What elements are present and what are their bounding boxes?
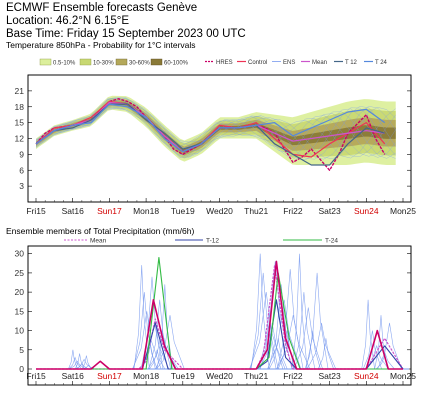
precip-ytick-label: 30	[15, 249, 25, 259]
legend-swatch-60-100	[150, 58, 163, 66]
precip-ens-member-line	[68, 349, 78, 370]
precip-ens-member-line	[293, 307, 323, 370]
precip-series-t-24	[36, 256, 403, 370]
precip-ytick-label: 10	[15, 326, 25, 336]
legend-swatch-30-60	[115, 58, 128, 66]
precip-ens-member-line	[317, 338, 334, 370]
precip-ens-member-line	[155, 315, 185, 370]
precip-ens-member-line	[267, 299, 302, 370]
temp-ytick-label: 12	[15, 134, 25, 144]
legend-label-10-30: 10-30%	[93, 61, 114, 67]
precip-ytick-label: 0	[19, 364, 24, 374]
legend-label-t12: T 12	[345, 60, 358, 66]
precip-ens-member-line	[259, 322, 286, 370]
precip-ytick-label: 25	[15, 268, 25, 278]
legend-label-t24: T 24	[375, 60, 388, 66]
precip-ens-member-line	[68, 360, 86, 370]
precip-day-label: Tue19	[171, 371, 195, 381]
precip-day-label: Mon25	[390, 371, 416, 381]
temp-day-label: Mon18	[133, 206, 159, 216]
precip-ens-member-line	[156, 344, 179, 370]
precip-ens-member-line	[291, 253, 308, 370]
legend-label-pmean: Mean	[90, 238, 107, 245]
precip-ens-member-line	[149, 349, 166, 370]
precip-legend: Mean T-12 T-24	[64, 238, 338, 245]
temp-day-label: Sun24	[354, 206, 379, 216]
temperature-chart-title: Temperature 850hPa - Probability for 1°C…	[6, 40, 196, 50]
precip-day-label: Fri15	[26, 371, 46, 381]
precip-ytick-label: 5	[19, 345, 24, 355]
precip-ens-member-line	[361, 299, 375, 370]
precip-ens-member-line	[250, 253, 270, 370]
temp-ytick-label: 6	[19, 165, 24, 175]
legend-label-60-100: 60-100%	[164, 61, 189, 67]
temp-day-label: Thu21	[244, 206, 268, 216]
chart-header: ECMWF Ensemble forecasts Genève Location…	[6, 2, 246, 41]
header-location: Location: 46.2°N 6.15°E	[6, 15, 130, 27]
temp-ytick-label: 21	[15, 86, 25, 96]
legend-label-hres: HRES	[216, 60, 233, 66]
temp-day-label: Tue19	[171, 206, 195, 216]
temp-series-t-24	[35, 103, 386, 153]
temp-ytick-label: 18	[15, 102, 25, 112]
precip-ens-member-line	[306, 322, 337, 370]
precip-ens-member-line	[374, 315, 388, 370]
legend-swatch-5-10	[39, 58, 52, 66]
precip-day-label: Thu21	[244, 371, 268, 381]
precip-ens-member-line	[276, 315, 311, 370]
precip-ens-member-line	[75, 358, 93, 370]
precip-ens-member-line	[81, 355, 92, 370]
precip-ens-member-line	[133, 265, 150, 370]
temp-ens-member-line	[35, 98, 396, 159]
temperature-legend: 0.5-10% 10-30% 30-60% 60-100% HRES Contr…	[39, 58, 388, 67]
legend-label-ens: ENS	[283, 60, 295, 66]
legend-label-5-10: 0.5-10%	[53, 61, 76, 67]
temp-day-label: Fri15	[26, 206, 46, 216]
temp-day-label: Fri22	[283, 206, 303, 216]
legend-label-mean: Mean	[312, 60, 327, 66]
legend-swatch-10-30	[79, 58, 92, 66]
legend-label-30-60: 30-60%	[129, 61, 150, 67]
precip-plot: 0 5 10 15 20 25 30 Fri15 Sat16 Sun17 Mon18 Tue19 Wed…	[15, 249, 416, 385]
precip-ens-member-line	[377, 322, 402, 370]
precip-day-label: Sun24	[354, 371, 379, 381]
legend-label-pt24: T-24	[325, 238, 338, 245]
precip-chart-title: Ensemble members of Total Precipitation …	[6, 226, 195, 236]
temp-ytick-label: 15	[15, 118, 25, 128]
precip-ens-member-line	[292, 292, 316, 370]
precip-series-hres	[36, 260, 403, 370]
legend-label-control: Control	[248, 60, 267, 66]
precip-ens-member-line	[364, 344, 389, 370]
precip-day-label: Sat16	[62, 371, 84, 381]
precip-day-label: Wed20	[206, 371, 233, 381]
temp-ytick-label: 3	[19, 181, 24, 191]
temp-day-label: Sat23	[318, 206, 340, 216]
header-basetime: Base Time: Friday 15 September 2023 00 U…	[6, 28, 246, 40]
temp-ytick-label: 9	[19, 149, 24, 159]
temp-day-label: Mon25	[390, 206, 416, 216]
temp-ens-member-line	[35, 101, 396, 161]
temp-series-control	[35, 100, 386, 158]
temperature-plot: 3 6 9 12 15 18 21 Fri15 Sat16 Sun17 Mon18 Tue19 Wed2…	[15, 86, 417, 216]
legend-label-pt12: T-12	[206, 238, 219, 245]
temp-day-label: Sun17	[97, 206, 122, 216]
temp-day-label: Sat16	[62, 206, 84, 216]
precip-ytick-label: 20	[15, 287, 25, 297]
precip-ytick-label: 15	[15, 306, 25, 316]
precip-day-label: Mon18	[133, 371, 159, 381]
precip-day-label: Sat23	[318, 371, 340, 381]
precip-plot-area	[27, 245, 412, 386]
temp-ens-member-line	[35, 98, 396, 157]
precip-day-label: Sun17	[97, 371, 122, 381]
temp-ens-member-line	[35, 97, 396, 157]
header-title: ECMWF Ensemble forecasts Genève	[6, 2, 198, 14]
precip-ens-member-line	[132, 311, 162, 370]
precip-ens-member-line	[375, 352, 395, 370]
precip-ens-member-line	[68, 356, 82, 370]
precip-day-label: Fri22	[283, 371, 303, 381]
temp-day-label: Wed20	[206, 206, 233, 216]
prob-band-60-100	[36, 101, 396, 153]
precip-ens-member-line	[305, 272, 329, 370]
